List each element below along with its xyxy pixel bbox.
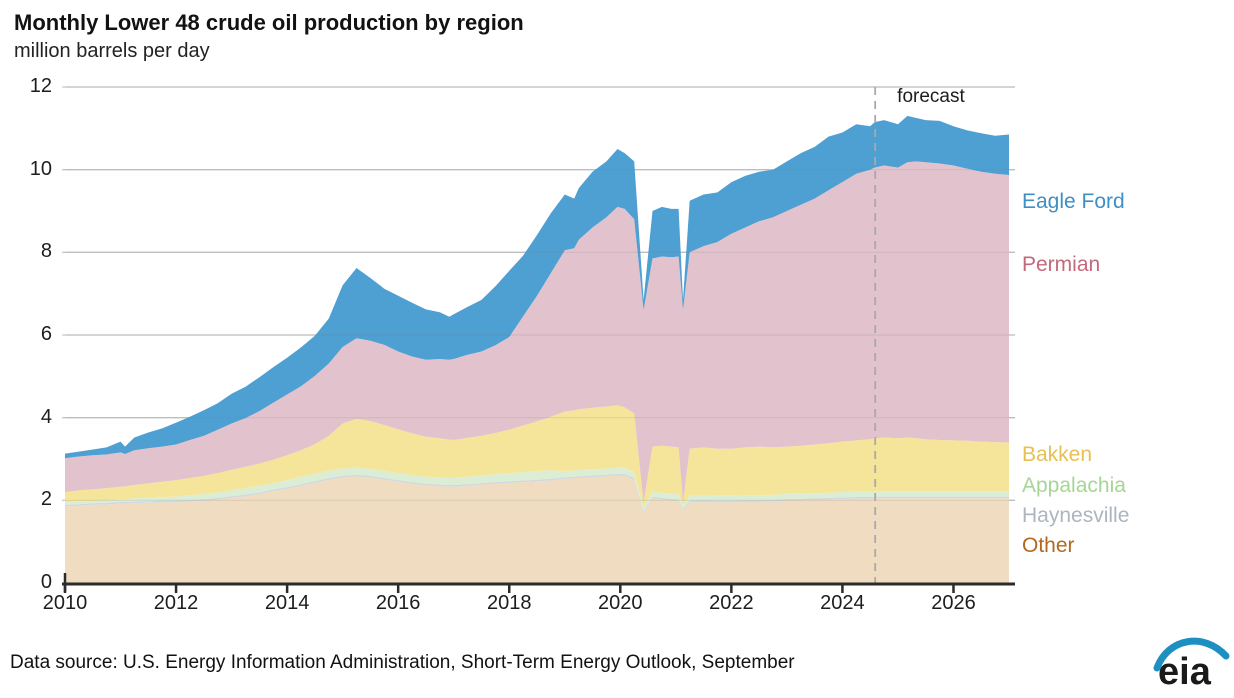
- chart-subtitle: million barrels per day: [14, 40, 210, 62]
- x-tick-label: 2012: [153, 592, 199, 614]
- eia-logo-text: eia: [1158, 651, 1212, 692]
- x-tick-label: 2016: [375, 592, 421, 614]
- legend-label-appalachia: Appalachia: [1022, 474, 1126, 497]
- y-tick-label: 2: [40, 488, 52, 511]
- x-tick-label: 2020: [598, 592, 643, 614]
- legend-label-other: Other: [1022, 534, 1075, 557]
- y-tick-label: 0: [40, 571, 52, 593]
- y-tick-label: 6: [40, 323, 52, 345]
- x-tick-label: 2024: [820, 592, 865, 614]
- eia-logo: eia: [1153, 637, 1230, 692]
- eia-logo-arc: [1153, 637, 1230, 672]
- x-tick-label: 2014: [264, 592, 310, 614]
- y-tick-label: 10: [29, 157, 52, 180]
- x-tick-label: 2018: [486, 592, 532, 614]
- data-source-note: Data source: U.S. Energy Information Adm…: [10, 652, 795, 673]
- y-tick-label: 4: [40, 405, 52, 428]
- legend-label-haynesville: Haynesville: [1022, 504, 1130, 527]
- x-tick-label: 2026: [931, 592, 976, 614]
- chart-title: Monthly Lower 48 crude oil production by…: [14, 10, 524, 35]
- legend-label-bakken: Bakken: [1022, 443, 1093, 466]
- y-tick-label: 12: [29, 75, 52, 97]
- x-tick-label: 2022: [709, 592, 754, 614]
- y-tick-label: 8: [40, 240, 52, 263]
- legend-label-eagle-ford: Eagle Ford: [1022, 190, 1125, 213]
- forecast-annotation: forecast: [897, 86, 965, 107]
- x-tick-label: 2010: [42, 592, 88, 614]
- legend-label-permian: Permian: [1022, 253, 1101, 276]
